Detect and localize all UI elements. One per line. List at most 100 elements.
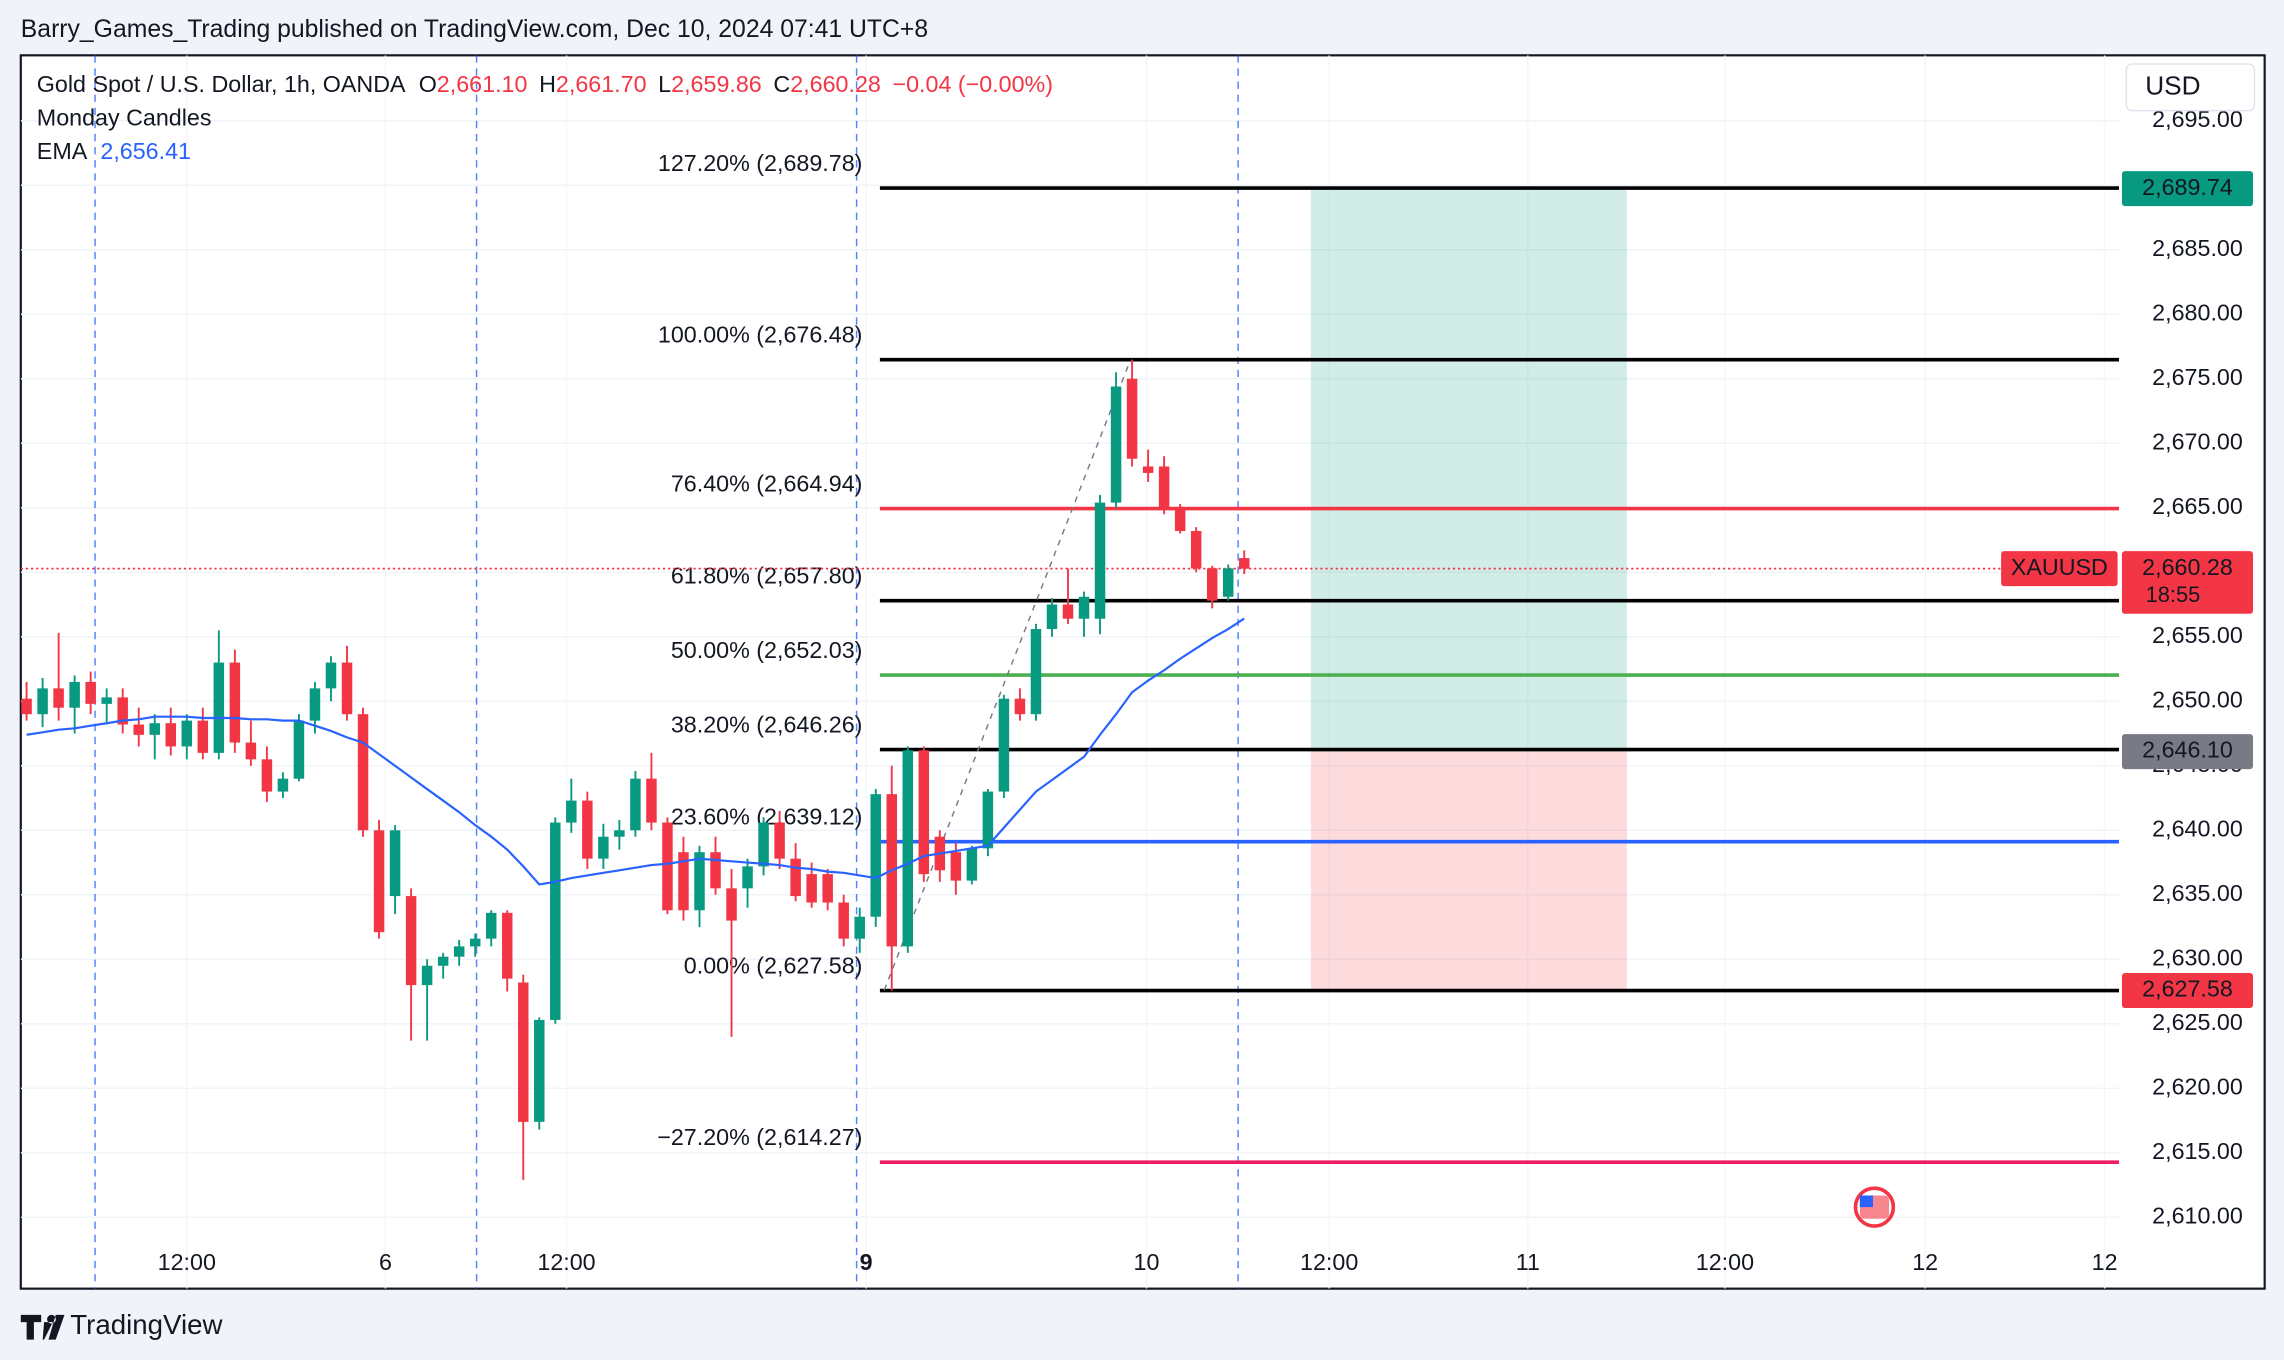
candle-body bbox=[1030, 629, 1042, 715]
candle-body bbox=[1014, 698, 1026, 715]
fib-label: 38.20% (2,646.26) bbox=[671, 711, 863, 737]
y-tick-label: 2,650.00 bbox=[2152, 686, 2243, 712]
candle-body bbox=[582, 800, 593, 859]
price-tag bbox=[2121, 973, 2254, 1008]
ohlc-key: L bbox=[658, 71, 671, 97]
x-tick-label: 12 bbox=[1912, 1249, 1938, 1275]
currency-button[interactable] bbox=[2125, 63, 2256, 112]
candle-body bbox=[1222, 568, 1234, 597]
fib-label: −27.20% (2,614.27) bbox=[657, 1124, 862, 1150]
x-tick-label: 11 bbox=[1516, 1249, 1540, 1275]
ema-name: EMA bbox=[37, 138, 88, 164]
candle-body bbox=[293, 720, 305, 779]
ohlc-value: 2,661.70 bbox=[556, 71, 647, 97]
candle-body bbox=[21, 698, 32, 715]
fib-label: 50.00% (2,652.03) bbox=[671, 637, 863, 663]
candle-body bbox=[117, 697, 128, 725]
candle-body bbox=[389, 830, 401, 897]
y-tick-label: 2,670.00 bbox=[2152, 428, 2243, 454]
candle-body bbox=[566, 800, 577, 823]
candle-body bbox=[726, 888, 737, 921]
x-tick-label: 12:00 bbox=[1300, 1249, 1358, 1275]
candle-body bbox=[1094, 502, 1106, 619]
fib-label: 127.20% (2,689.78) bbox=[658, 150, 863, 176]
price-tag bbox=[2121, 734, 2254, 770]
candle-body bbox=[469, 938, 481, 947]
candle-body bbox=[774, 822, 785, 859]
currency-label: USD bbox=[2145, 70, 2200, 100]
plot-area: 127.20% (2,689.78) 100.00% (2,676.48) 76.4… bbox=[20, 55, 2120, 1289]
candle-body bbox=[181, 720, 193, 747]
candle-body bbox=[405, 896, 417, 986]
candle-body bbox=[357, 714, 369, 831]
ohlc-value: 2,661.10 bbox=[437, 71, 528, 97]
change: −0.04 (−0.00%) bbox=[893, 71, 1054, 97]
chart-frame bbox=[19, 54, 2266, 1290]
overlay: USD TradingView 2,689.74 2,646.10 2,627.58… bbox=[20, 63, 2256, 1340]
x-tick-label: 10 bbox=[1134, 1249, 1160, 1275]
candle-body bbox=[854, 916, 865, 939]
candle-body bbox=[822, 874, 833, 903]
candle-body bbox=[790, 858, 801, 897]
candle-body bbox=[1158, 466, 1170, 510]
ohlc-value: 2,660.28 bbox=[790, 71, 881, 97]
x-tick-label: 12:00 bbox=[1696, 1249, 1754, 1275]
ohlc-value: 2,659.86 bbox=[671, 71, 762, 97]
candle-body bbox=[550, 822, 561, 1020]
candle-body bbox=[133, 724, 144, 735]
candle-body bbox=[1206, 568, 1218, 601]
candle-body bbox=[453, 946, 465, 957]
candle-body bbox=[309, 688, 321, 721]
candle-body bbox=[437, 956, 449, 966]
candle-body bbox=[197, 720, 209, 753]
candle-body bbox=[325, 662, 337, 689]
y-tick-label: 2,665.00 bbox=[2152, 493, 2243, 519]
y-tick-label: 2,675.00 bbox=[2152, 364, 2243, 390]
candle-body bbox=[870, 794, 881, 917]
ema-legend: EMA 2,656.41 bbox=[37, 138, 191, 164]
candle-body bbox=[501, 912, 513, 979]
fib-label: 100.00% (2,676.48) bbox=[658, 322, 863, 348]
symbol-tag bbox=[2001, 551, 2118, 587]
candle-body bbox=[806, 874, 817, 903]
candle-body bbox=[213, 662, 225, 753]
x-tick-label: 12 bbox=[2092, 1249, 2118, 1275]
candle-body bbox=[758, 822, 769, 867]
publish-header: Barry_Games_Trading published on Trading… bbox=[21, 16, 928, 43]
candle-body bbox=[85, 681, 96, 704]
candle-body bbox=[101, 697, 112, 704]
candle-body bbox=[518, 982, 529, 1122]
candle-body bbox=[69, 681, 80, 708]
candle-body bbox=[165, 723, 177, 747]
candle-body bbox=[1190, 530, 1202, 569]
target-zone bbox=[1310, 188, 1627, 752]
tv-logo bbox=[20, 1314, 65, 1340]
fib-trend bbox=[883, 363, 1130, 991]
candle-body bbox=[998, 698, 1010, 792]
symbol-label: XAUUSD bbox=[2011, 554, 2108, 580]
candle-body bbox=[950, 852, 962, 881]
price-tag-label: 2,689.74 bbox=[2142, 174, 2233, 200]
ema-value: 2,656.41 bbox=[100, 138, 191, 164]
candle-body bbox=[229, 662, 241, 743]
candle-body bbox=[614, 830, 625, 837]
candle-body bbox=[678, 852, 689, 911]
price-tag bbox=[2121, 171, 2254, 207]
y-tick-label: 2,640.00 bbox=[2152, 815, 2243, 841]
y-tick-label: 2,625.00 bbox=[2152, 1009, 2243, 1035]
candle-body bbox=[902, 750, 914, 947]
y-tick-label: 2,635.00 bbox=[2152, 880, 2243, 906]
y-tick-label: 2,615.00 bbox=[2152, 1138, 2243, 1164]
candle-body bbox=[485, 912, 497, 939]
candle-body bbox=[982, 791, 994, 849]
candle-body bbox=[53, 688, 64, 708]
price-tag-label: 2,646.10 bbox=[2142, 737, 2233, 763]
ema-line bbox=[26, 617, 1245, 886]
candle-body bbox=[710, 852, 721, 889]
candle-body bbox=[341, 662, 353, 715]
candle-body bbox=[245, 742, 257, 760]
y-tick-label: 2,685.00 bbox=[2152, 235, 2243, 261]
candle-body bbox=[1174, 509, 1186, 531]
